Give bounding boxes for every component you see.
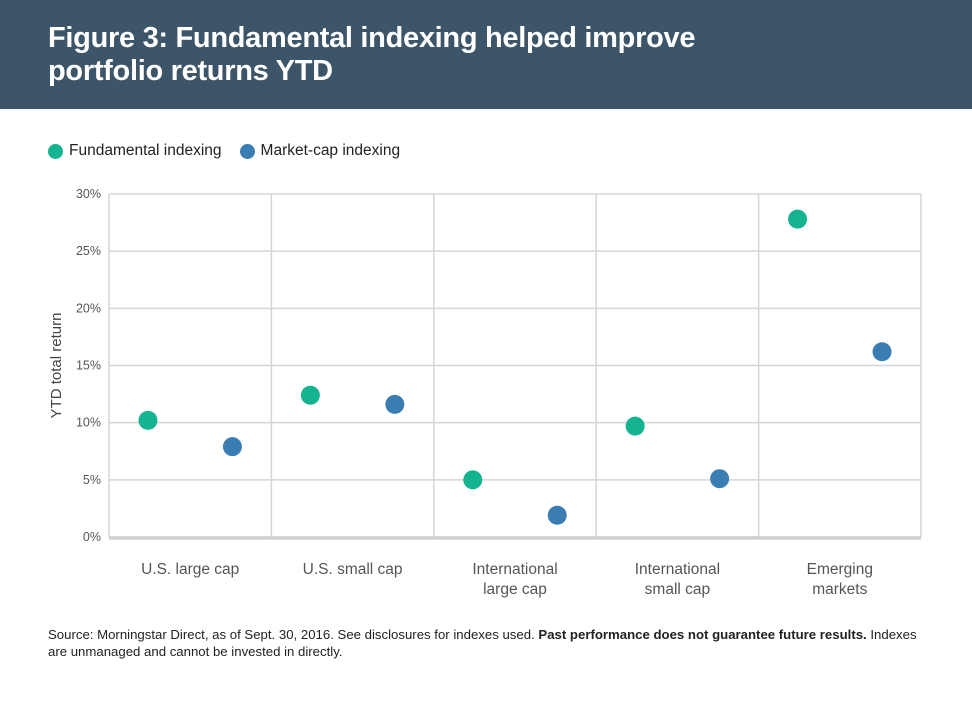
marketcap-point bbox=[222, 437, 242, 457]
x-tick-label: large cap bbox=[483, 581, 547, 598]
x-tick-label: markets bbox=[812, 581, 867, 598]
x-tick-label: U.S. small cap bbox=[303, 561, 403, 578]
footnote-disclaimer: Past performance does not guarantee futu… bbox=[538, 627, 867, 642]
marketcap-point bbox=[385, 394, 405, 414]
legend-label-marketcap: Market-cap indexing bbox=[260, 142, 401, 159]
marketcap-point bbox=[710, 469, 730, 489]
x-tick-label: International bbox=[472, 561, 557, 578]
fundamental-swatch bbox=[48, 143, 63, 159]
y-tick-label: 25% bbox=[76, 244, 101, 258]
chart-title: Figure 3: Fundamental indexing helped im… bbox=[48, 22, 848, 88]
legend: Fundamental indexing Market-cap indexing bbox=[48, 140, 400, 162]
fundamental-point bbox=[788, 209, 808, 229]
fundamental-point bbox=[463, 470, 483, 490]
legend-label-fundamental: Fundamental indexing bbox=[69, 142, 222, 159]
title-line-1: Figure 3: Fundamental indexing helped im… bbox=[48, 22, 696, 54]
footnote: Source: Morningstar Direct, as of Sept. … bbox=[48, 626, 928, 660]
legend-item-marketcap: Market-cap indexing bbox=[239, 142, 401, 160]
y-tick-label: 20% bbox=[76, 301, 101, 315]
y-tick-label: 5% bbox=[83, 473, 101, 487]
y-axis-title: YTD total return bbox=[48, 313, 65, 419]
marketcap-point bbox=[547, 505, 567, 525]
footnote-source: Source: Morningstar Direct, as of Sept. … bbox=[48, 627, 539, 642]
footnote-note: Indexes are unmanaged and cannot be inve… bbox=[48, 627, 917, 659]
x-tick-label: International bbox=[635, 561, 720, 578]
y-tick-label: 15% bbox=[76, 359, 101, 373]
x-tick-label: U.S. large cap bbox=[141, 561, 239, 578]
y-tick-label: 10% bbox=[76, 416, 101, 430]
y-tick-label: 30% bbox=[76, 187, 101, 201]
marketcap-point bbox=[872, 342, 892, 362]
title-line-2: portfolio returns YTD bbox=[48, 55, 333, 87]
x-tick-label: Emerging bbox=[807, 561, 873, 578]
fundamental-point bbox=[138, 410, 158, 430]
legend-item-fundamental: Fundamental indexing bbox=[48, 142, 222, 160]
scatter-chart: 0% 5% 10% 15% 20% 25% 30% YTD total return U.S. … bbox=[48, 187, 922, 598]
x-tick-label: small cap bbox=[645, 581, 710, 598]
fundamental-point bbox=[625, 416, 645, 436]
y-tick-label: 0% bbox=[83, 530, 101, 544]
fundamental-point bbox=[300, 385, 320, 405]
marketcap-swatch bbox=[239, 143, 255, 159]
header-banner: Figure 3: Fundamental indexing helped im… bbox=[0, 0, 972, 109]
